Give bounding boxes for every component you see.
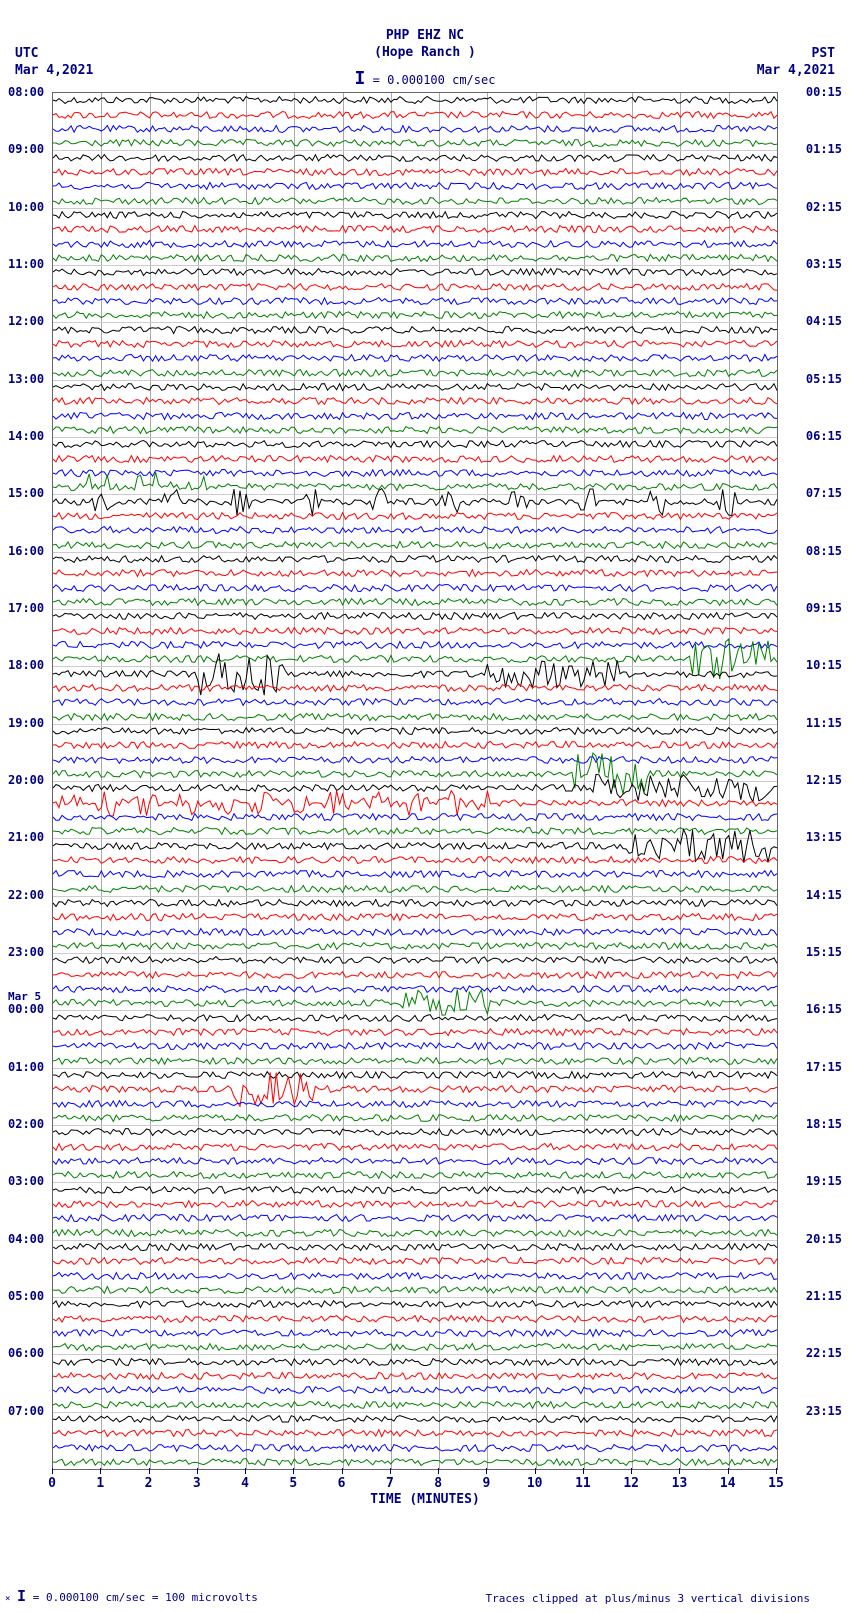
utc-time-label: 08:00: [8, 85, 44, 99]
utc-time-label: 21:00: [8, 830, 44, 844]
x-tick: [535, 1468, 536, 1474]
pst-time-label: 11:15: [806, 716, 842, 730]
utc-time-label: 20:00: [8, 773, 44, 787]
pst-time-label: 18:15: [806, 1117, 842, 1131]
pst-time-label: 15:15: [806, 945, 842, 959]
x-tick-label: 13: [672, 1476, 688, 1491]
x-tick: [631, 1468, 632, 1474]
x-tick: [728, 1468, 729, 1474]
utc-time-label: 03:00: [8, 1174, 44, 1188]
pst-time-label: 22:15: [806, 1346, 842, 1360]
utc-time-label: 19:00: [8, 716, 44, 730]
x-tick-label: 7: [386, 1476, 394, 1491]
utc-time-label: 09:00: [8, 142, 44, 156]
x-tick: [486, 1468, 487, 1474]
x-tick: [149, 1468, 150, 1474]
utc-time-label: 02:00: [8, 1117, 44, 1131]
utc-time-label: 04:00: [8, 1232, 44, 1246]
pst-time-label: 06:15: [806, 429, 842, 443]
pst-time-label: 21:15: [806, 1289, 842, 1303]
x-tick-label: 11: [575, 1476, 591, 1491]
x-tick: [100, 1468, 101, 1474]
x-tick: [776, 1468, 777, 1474]
pst-time-label: 07:15: [806, 486, 842, 500]
utc-time-label: 12:00: [8, 314, 44, 328]
utc-time-label: 18:00: [8, 658, 44, 672]
x-axis-title: TIME (MINUTES): [370, 1492, 480, 1507]
pst-time-label: 01:15: [806, 142, 842, 156]
x-tick-label: 15: [768, 1476, 784, 1491]
x-tick: [438, 1468, 439, 1474]
pst-time-label: 04:15: [806, 314, 842, 328]
utc-time-label: 01:00: [8, 1060, 44, 1074]
utc-time-label: 14:00: [8, 429, 44, 443]
pst-time-label: 05:15: [806, 372, 842, 386]
x-tick-label: 1: [96, 1476, 104, 1491]
pst-time-label: 19:15: [806, 1174, 842, 1188]
pst-time-label: 00:15: [806, 85, 842, 99]
x-tick: [679, 1468, 680, 1474]
pst-time-label: 14:15: [806, 888, 842, 902]
footer-left: × I = 0.000100 cm/sec = 100 microvolts: [5, 1587, 258, 1605]
x-tick-label: 9: [482, 1476, 490, 1491]
x-tick: [197, 1468, 198, 1474]
utc-time-label: 00:00: [8, 1002, 44, 1016]
x-tick: [390, 1468, 391, 1474]
utc-time-label: 16:00: [8, 544, 44, 558]
pst-time-label: 03:15: [806, 257, 842, 271]
x-tick-label: 8: [434, 1476, 442, 1491]
utc-time-label: 17:00: [8, 601, 44, 615]
x-tick-label: 3: [193, 1476, 201, 1491]
plot-area: [52, 92, 778, 1470]
utc-time-label: 06:00: [8, 1346, 44, 1360]
pst-time-label: 12:15: [806, 773, 842, 787]
x-tick-label: 6: [338, 1476, 346, 1491]
pst-time-label: 16:15: [806, 1002, 842, 1016]
x-tick-label: 5: [289, 1476, 297, 1491]
x-tick-label: 4: [241, 1476, 249, 1491]
utc-time-label: 23:00: [8, 945, 44, 959]
utc-time-label: 22:00: [8, 888, 44, 902]
pst-time-label: 23:15: [806, 1404, 842, 1418]
utc-time-label: 13:00: [8, 372, 44, 386]
station-code: PHP EHZ NC: [0, 28, 850, 45]
x-tick: [52, 1468, 53, 1474]
pst-time-label: 17:15: [806, 1060, 842, 1074]
x-tick-label: 10: [527, 1476, 543, 1491]
seismogram-container: PHP EHZ NC (Hope Ranch ) UTC Mar 4,2021 …: [0, 0, 850, 1613]
x-tick-label: 2: [145, 1476, 153, 1491]
utc-time-label: 05:00: [8, 1289, 44, 1303]
x-tick-label: 0: [48, 1476, 56, 1491]
x-tick: [583, 1468, 584, 1474]
pst-time-label: 13:15: [806, 830, 842, 844]
footer-right: Traces clipped at plus/minus 3 vertical …: [485, 1592, 810, 1605]
x-tick: [293, 1468, 294, 1474]
x-tick: [245, 1468, 246, 1474]
utc-time-label: 10:00: [8, 200, 44, 214]
x-tick: [342, 1468, 343, 1474]
pst-time-label: 08:15: [806, 544, 842, 558]
pst-time-label: 20:15: [806, 1232, 842, 1246]
utc-time-label: 07:00: [8, 1404, 44, 1418]
x-tick-label: 14: [720, 1476, 736, 1491]
utc-time-label: 15:00: [8, 486, 44, 500]
pst-time-label: 10:15: [806, 658, 842, 672]
pst-time-label: 02:15: [806, 200, 842, 214]
utc-time-label: 11:00: [8, 257, 44, 271]
x-tick-label: 12: [623, 1476, 639, 1491]
pst-time-label: 09:15: [806, 601, 842, 615]
